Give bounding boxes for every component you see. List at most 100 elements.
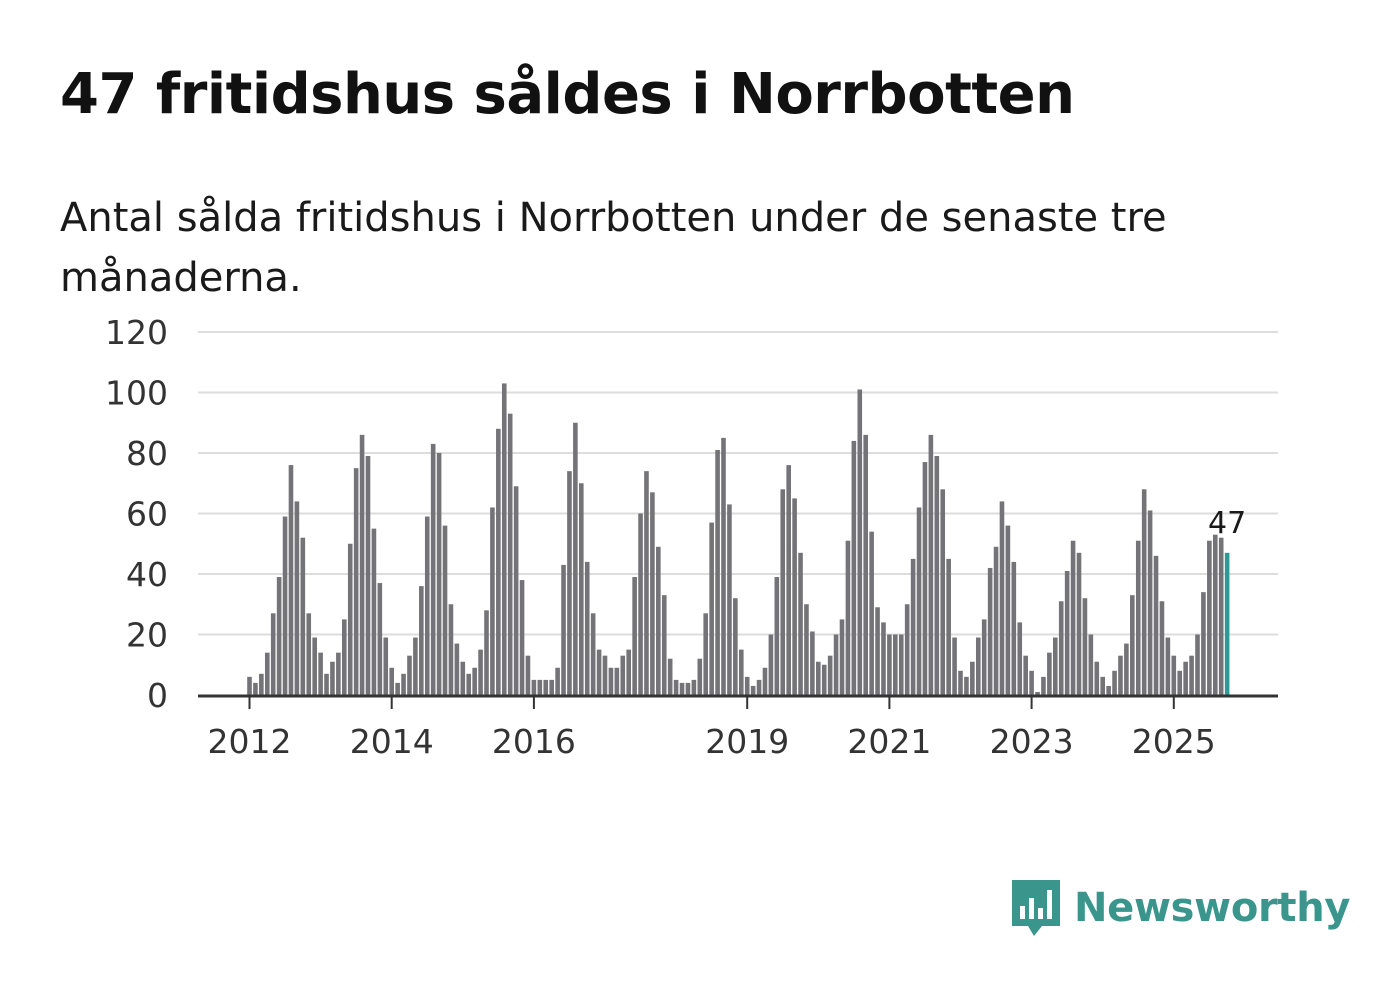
bar	[1094, 661, 1100, 695]
bar	[750, 685, 756, 695]
bar	[863, 434, 868, 695]
bar	[466, 673, 472, 695]
bar	[430, 443, 436, 695]
bar	[691, 679, 697, 696]
bar	[970, 661, 975, 695]
bar	[727, 504, 732, 695]
x-tick-label: 2014	[350, 722, 434, 761]
bar	[401, 673, 406, 695]
bar-chart-bubble-icon	[1012, 880, 1060, 936]
bars	[247, 383, 1230, 696]
bar	[1005, 525, 1011, 695]
bar	[413, 637, 418, 695]
bar	[1195, 634, 1200, 695]
bar	[975, 637, 981, 695]
bar	[501, 383, 507, 695]
bar	[1112, 670, 1117, 695]
y-tick-label: 100	[105, 374, 168, 413]
bar	[667, 658, 673, 695]
bar	[1023, 655, 1028, 695]
y-tick-label: 20	[126, 616, 168, 655]
bar	[999, 501, 1005, 695]
bar	[270, 613, 276, 695]
bar	[300, 537, 306, 695]
bar	[744, 676, 750, 695]
bar	[1183, 661, 1188, 695]
y-tick-label: 40	[126, 555, 168, 594]
bar	[596, 649, 602, 696]
x-tick-label: 2019	[705, 722, 789, 761]
bar	[845, 540, 851, 695]
bar	[1053, 637, 1058, 695]
bar	[460, 661, 466, 695]
bar	[318, 652, 323, 695]
bar	[543, 679, 549, 696]
bar	[656, 546, 661, 695]
bar	[1070, 540, 1076, 695]
bar	[359, 434, 365, 695]
bar	[507, 413, 513, 695]
bar	[940, 489, 946, 695]
bar	[389, 667, 394, 695]
bar	[827, 655, 833, 695]
bar	[981, 619, 987, 696]
bar	[561, 564, 566, 695]
bar	[650, 492, 655, 695]
bar	[531, 679, 537, 696]
bar	[1017, 622, 1023, 695]
bar	[893, 634, 898, 695]
bar	[910, 558, 916, 696]
bar	[454, 643, 460, 695]
bar	[1141, 489, 1147, 695]
bar	[567, 471, 572, 695]
y-axis-ticks: 0 20 40 60 80 100 120	[105, 313, 168, 715]
bar	[881, 622, 886, 695]
bar	[436, 453, 442, 695]
bar	[839, 619, 845, 696]
bar	[496, 428, 501, 695]
bar	[1171, 655, 1177, 695]
bar	[330, 661, 335, 695]
x-tick-label: 2023	[990, 722, 1074, 761]
bar	[371, 528, 377, 696]
bar	[768, 634, 774, 695]
bar	[904, 604, 910, 695]
bar	[851, 440, 857, 695]
y-tick-label: 0	[147, 676, 168, 715]
bar	[353, 468, 359, 696]
bar	[513, 486, 519, 695]
bar	[632, 577, 637, 695]
bar	[952, 637, 957, 695]
bar	[312, 637, 317, 695]
bar	[419, 586, 424, 695]
bar	[1135, 540, 1141, 695]
y-tick-label: 80	[126, 434, 168, 473]
bar	[424, 516, 430, 695]
bar	[762, 667, 768, 695]
bar	[934, 456, 940, 695]
brand-name: Newsworthy	[1074, 885, 1351, 931]
bar	[869, 531, 874, 695]
bar	[288, 465, 294, 695]
bar	[1159, 601, 1165, 695]
x-tick-label: 2021	[847, 722, 931, 761]
bar	[928, 434, 934, 695]
bar	[715, 449, 720, 695]
bar	[253, 682, 258, 695]
bar	[306, 613, 312, 695]
bar	[964, 676, 969, 695]
bar	[857, 389, 863, 695]
x-tick-label: 2012	[208, 722, 292, 761]
bar	[898, 634, 904, 695]
bar	[620, 655, 626, 695]
bar	[448, 604, 454, 695]
bar	[1041, 676, 1046, 695]
x-tick-label: 2016	[492, 722, 576, 761]
bar	[1106, 685, 1111, 695]
bar	[247, 676, 252, 695]
bar	[626, 649, 631, 696]
bar	[276, 577, 282, 695]
bar	[383, 637, 389, 695]
bar	[1011, 561, 1017, 695]
latest-value-label: 47	[1208, 506, 1246, 541]
